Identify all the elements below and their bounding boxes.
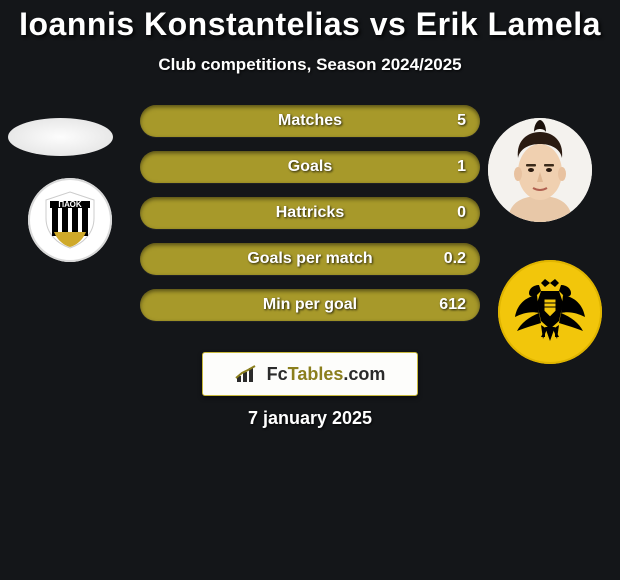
stat-label: Hattricks: [276, 204, 344, 222]
stat-label: Matches: [278, 112, 342, 130]
stat-row: Goals 1: [140, 151, 480, 183]
stat-row: Hattricks 0: [140, 197, 480, 229]
stat-label: Goals per match: [247, 250, 372, 268]
stat-row: Goals per match 0.2: [140, 243, 480, 275]
branding-fc: Fc: [267, 364, 288, 384]
stat-right-val: 1: [457, 158, 466, 176]
branding-tables: Tables: [288, 364, 344, 384]
branding-com: .com: [343, 364, 385, 384]
stat-row: Min per goal 612: [140, 289, 480, 321]
branding-box: FcTables.com: [202, 352, 418, 396]
stat-bars: Matches 5 Goals 1 Hattricks 0 Goals per …: [0, 105, 620, 335]
branding-text: FcTables.com: [267, 364, 386, 385]
stat-right-val: 0.2: [444, 250, 466, 268]
page-title: Ioannis Konstantelias vs Erik Lamela: [0, 0, 620, 43]
stat-right-val: 5: [457, 112, 466, 130]
stat-row: Matches 5: [140, 105, 480, 137]
snapshot-date: 7 january 2025: [0, 408, 620, 429]
stat-column: Matches 5 Goals 1 Hattricks 0 Goals per …: [140, 105, 480, 335]
stat-right-val: 0: [457, 204, 466, 222]
stat-label: Goals: [288, 158, 332, 176]
stat-label: Min per goal: [263, 296, 357, 314]
comparison-card: Ioannis Konstantelias vs Erik Lamela Clu…: [0, 0, 620, 580]
page-subtitle: Club competitions, Season 2024/2025: [0, 55, 620, 75]
stat-right-val: 612: [439, 296, 466, 314]
bar-chart-icon: [235, 364, 259, 384]
